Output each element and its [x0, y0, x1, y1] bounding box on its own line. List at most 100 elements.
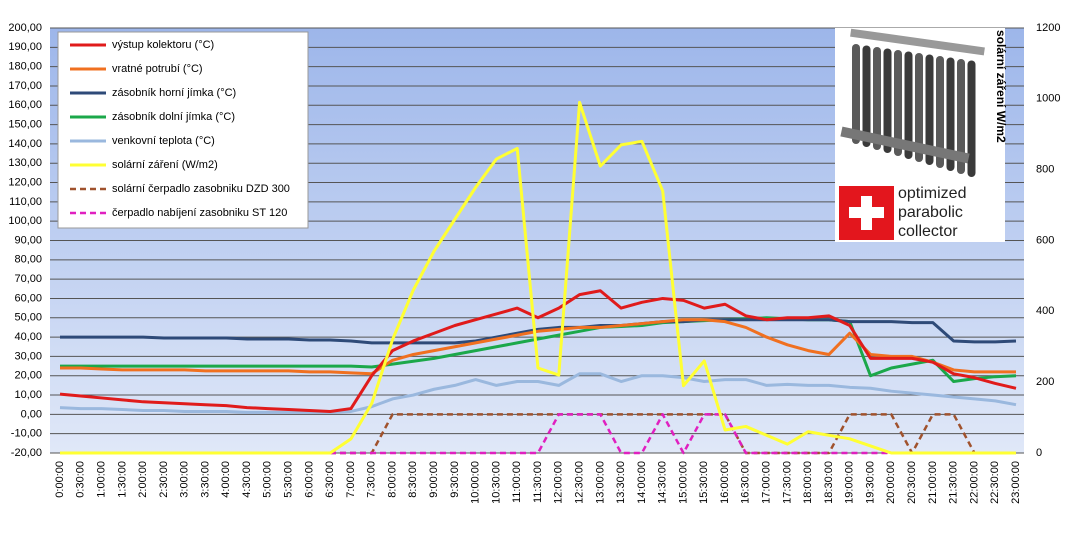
x-tick-label: 9:30:00: [449, 461, 461, 498]
y-tick-label: 80,00: [14, 254, 42, 266]
y-tick-label: 150,00: [8, 118, 42, 130]
x-tick-label: 14:30:00: [657, 461, 669, 504]
x-tick-label: 7:30:00: [366, 461, 378, 498]
x-tick-label: 2:30:00: [158, 461, 170, 498]
x-tick-label: 5:00:00: [262, 461, 274, 498]
legend-label: vratné potrubí (°C): [112, 63, 203, 75]
tube: [946, 57, 955, 171]
x-tick-label: 4:30:00: [241, 461, 253, 498]
x-tick-label: 2:00:00: [137, 461, 149, 498]
x-tick-label: 6:00:00: [303, 461, 315, 498]
x-tick-label: 9:00:00: [428, 461, 440, 498]
y2-axis-label: solární záření W/m2: [994, 30, 1008, 143]
x-tick-label: 22:30:00: [989, 461, 1001, 504]
y-tick-label: 130,00: [8, 157, 42, 169]
x-tick-label: 18:30:00: [823, 461, 835, 504]
x-tick-label: 1:00:00: [95, 461, 107, 498]
x-tick-label: 10:30:00: [490, 461, 502, 504]
series-line: [60, 318, 1017, 345]
x-tick-label: 6:30:00: [324, 461, 336, 498]
y-tick-label: 60,00: [14, 292, 42, 304]
legend-label: solární záření (W/m2): [112, 159, 218, 171]
y-tick-label: 180,00: [8, 61, 42, 73]
series-line: [59, 372, 1017, 414]
legend: výstup kolektoru (°C) vratné potrubí (°C)…: [57, 31, 309, 229]
logo: optimized parabolic collector: [835, 28, 1005, 242]
x-tick-label: 4:00:00: [220, 461, 232, 498]
y-tick-label: 50,00: [14, 312, 42, 324]
y2-tick-label: 1000: [1036, 93, 1060, 105]
x-tick-label: 15:00:00: [677, 461, 689, 504]
x-tick-label: 8:30:00: [407, 461, 419, 498]
x-tick-label: 20:30:00: [906, 461, 918, 504]
legend-label: výstup kolektoru (°C): [112, 39, 214, 51]
legend-label: solární čerpadlo zasobniku DZD 300: [112, 183, 290, 195]
legend-label: venkovní teplota (°C): [112, 135, 215, 147]
x-tick-label: 13:00:00: [594, 461, 606, 504]
y-tick-label: 170,00: [8, 80, 42, 92]
x-tick-label: 16:30:00: [740, 461, 752, 504]
legend-label: zásobník dolní jímka (°C): [112, 111, 235, 123]
x-tick-label: 18:00:00: [802, 461, 814, 504]
tube: [873, 47, 881, 150]
y-tick-label: 200,00: [8, 22, 42, 34]
y-tick-label: 190,00: [8, 41, 42, 53]
x-tick-label: 21:30:00: [948, 461, 960, 504]
x-tick-label: 19:00:00: [844, 461, 856, 504]
y-tick-label: 40,00: [14, 331, 42, 343]
y2-tick-label: 200: [1036, 376, 1054, 388]
x-tick-label: 15:30:00: [698, 461, 710, 504]
tube: [925, 54, 934, 165]
y2-tick-label: 600: [1036, 234, 1054, 246]
y2-tick-label: 0: [1036, 447, 1042, 459]
logo-text: collector: [898, 223, 958, 240]
x-tick-label: 12:00:00: [553, 461, 565, 504]
x-tick-label: 7:00:00: [345, 461, 357, 498]
tube: [862, 45, 871, 147]
x-tick-label: 22:00:00: [968, 461, 980, 504]
series-line: [59, 289, 1017, 413]
y-tick-label: -20,00: [11, 447, 42, 459]
y-tick-label: -10,00: [11, 428, 42, 440]
x-tick-label: 3:00:00: [179, 461, 191, 498]
y-tick-label: 30,00: [14, 350, 42, 362]
x-tick-label: 14:00:00: [636, 461, 648, 504]
x-tick-label: 19:30:00: [864, 461, 876, 504]
logo-text: optimized: [898, 185, 966, 202]
tube: [883, 48, 892, 153]
y-tick-label: 0,00: [21, 408, 42, 420]
y-tick-label: 160,00: [8, 99, 42, 111]
y-tick-label: 20,00: [14, 370, 42, 382]
y-tick-label: 90,00: [14, 234, 42, 246]
y2-tick-label: 800: [1036, 164, 1054, 176]
logo-text: parabolic: [898, 204, 963, 221]
series-line: [60, 100, 1016, 455]
x-tick-label: 10:00:00: [470, 461, 482, 504]
series-line: [60, 413, 1016, 455]
x-tick-label: 17:30:00: [781, 461, 793, 504]
legend-label: zásobník horní jímka (°C): [112, 87, 236, 99]
tube: [936, 56, 944, 168]
y-tick-label: 70,00: [14, 273, 42, 285]
tube: [852, 44, 860, 144]
x-tick-label: 21:00:00: [927, 461, 939, 504]
y-tick-label: 10,00: [14, 389, 42, 401]
logo-cross: [849, 207, 884, 218]
x-tick-label: 11:00:00: [511, 461, 523, 503]
y-tick-label: 110,00: [9, 196, 42, 208]
y-tick-label: 140,00: [8, 138, 42, 150]
x-tick-label: 12:30:00: [573, 461, 585, 504]
x-tick-label: 5:30:00: [283, 461, 295, 498]
x-tick-label: 20:00:00: [885, 461, 897, 504]
x-tick-label: 17:00:00: [761, 461, 773, 504]
tube: [915, 53, 923, 162]
tube: [894, 50, 902, 156]
y-tick-label: 120,00: [8, 176, 42, 188]
x-tick-label: 11:30:00: [532, 461, 544, 503]
x-tick-label: 23:00:00: [1010, 461, 1022, 504]
y2-tick-label: 400: [1036, 305, 1054, 317]
tube: [967, 60, 976, 177]
collector-image: [840, 28, 985, 177]
